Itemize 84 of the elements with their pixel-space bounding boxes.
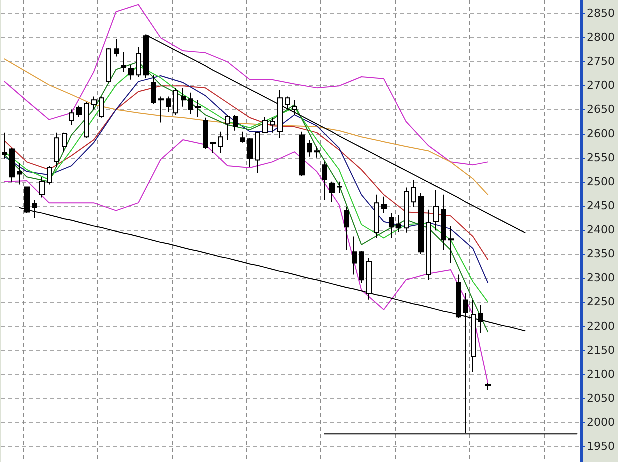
candlestick xyxy=(106,48,111,84)
y-tick-label: 2800 xyxy=(587,31,615,44)
candlestick xyxy=(158,96,164,124)
y-tick-label: 2300 xyxy=(587,272,615,285)
candlestick xyxy=(136,46,141,78)
candlestick xyxy=(322,161,327,201)
candlestick xyxy=(433,190,439,231)
line-series xyxy=(4,140,489,384)
line-series xyxy=(146,34,526,234)
candlestick xyxy=(188,92,193,115)
y-tick-label: 2100 xyxy=(587,368,615,381)
candlestick xyxy=(485,382,491,391)
candlestick xyxy=(426,209,431,281)
candlestick xyxy=(366,257,372,300)
y-tick-label: 2400 xyxy=(587,224,615,237)
candlestick xyxy=(411,179,416,208)
candlestick xyxy=(247,138,253,168)
y-tick-label: 2150 xyxy=(587,344,615,357)
candlestick xyxy=(344,206,349,251)
candlestick xyxy=(292,100,297,116)
candlestick xyxy=(277,89,283,139)
candlestick xyxy=(352,236,357,276)
line-series xyxy=(4,86,489,260)
candlestick xyxy=(2,132,7,160)
candlestick xyxy=(181,88,186,108)
candlestick xyxy=(76,105,82,118)
candlestick xyxy=(91,96,97,110)
candlestick xyxy=(9,148,15,182)
candlestick xyxy=(255,131,260,174)
candlestick xyxy=(47,166,52,186)
candlestick xyxy=(359,250,364,284)
y-tick-label: 2050 xyxy=(587,392,615,405)
candlestick xyxy=(225,114,230,141)
candlestick xyxy=(99,96,104,118)
candlestick xyxy=(203,117,208,150)
candlestick xyxy=(381,196,387,214)
candlestick xyxy=(374,194,379,239)
candlestick xyxy=(396,214,401,232)
y-tick-label: 2500 xyxy=(587,175,615,188)
y-tick-label: 2600 xyxy=(587,127,615,140)
y-tick-label: 2000 xyxy=(587,416,615,430)
candlestick xyxy=(233,114,238,132)
y-tick-label: 2850 xyxy=(587,6,615,20)
candlestick xyxy=(307,140,312,158)
candlestick xyxy=(69,109,74,126)
candlestick xyxy=(418,192,424,255)
candlestick xyxy=(54,132,59,168)
line-series xyxy=(4,58,489,196)
candlestick xyxy=(441,194,446,251)
candlestick xyxy=(314,146,320,158)
y-tick-label: 2700 xyxy=(587,79,615,92)
candlestick xyxy=(456,274,461,319)
candlestick xyxy=(337,181,342,194)
y-tick-label: 2250 xyxy=(587,296,615,309)
candlestick xyxy=(17,162,22,186)
candlestick xyxy=(121,51,126,73)
candlestick xyxy=(262,116,268,134)
candlestick xyxy=(240,131,245,144)
candlestick xyxy=(329,181,335,203)
candlestick xyxy=(114,38,119,58)
candlestick xyxy=(285,96,290,110)
line-series xyxy=(4,4,489,166)
y-tick-label: 1950 xyxy=(587,440,615,454)
candlestick xyxy=(151,74,156,104)
candlestick xyxy=(173,88,178,116)
candlestick xyxy=(270,117,275,134)
y-tick-label: 2550 xyxy=(587,151,615,164)
candlestick xyxy=(448,226,454,264)
y-tick-label: 2350 xyxy=(587,248,615,261)
candlestick xyxy=(389,212,394,239)
candlestick xyxy=(128,64,134,80)
candlestick xyxy=(218,131,223,154)
candlestick xyxy=(62,132,67,153)
candlestick xyxy=(166,96,171,113)
y-tick-label: 2650 xyxy=(587,103,615,116)
y-tick-label: 2200 xyxy=(587,320,615,333)
candlestick xyxy=(210,141,216,154)
candlestick xyxy=(39,176,45,198)
y-tick-label: 2450 xyxy=(587,199,615,212)
candlestick xyxy=(404,187,409,234)
y-tick-label: 2750 xyxy=(587,55,615,68)
candlestick xyxy=(84,102,89,139)
candlestick xyxy=(299,131,305,177)
candlestick xyxy=(195,100,201,118)
